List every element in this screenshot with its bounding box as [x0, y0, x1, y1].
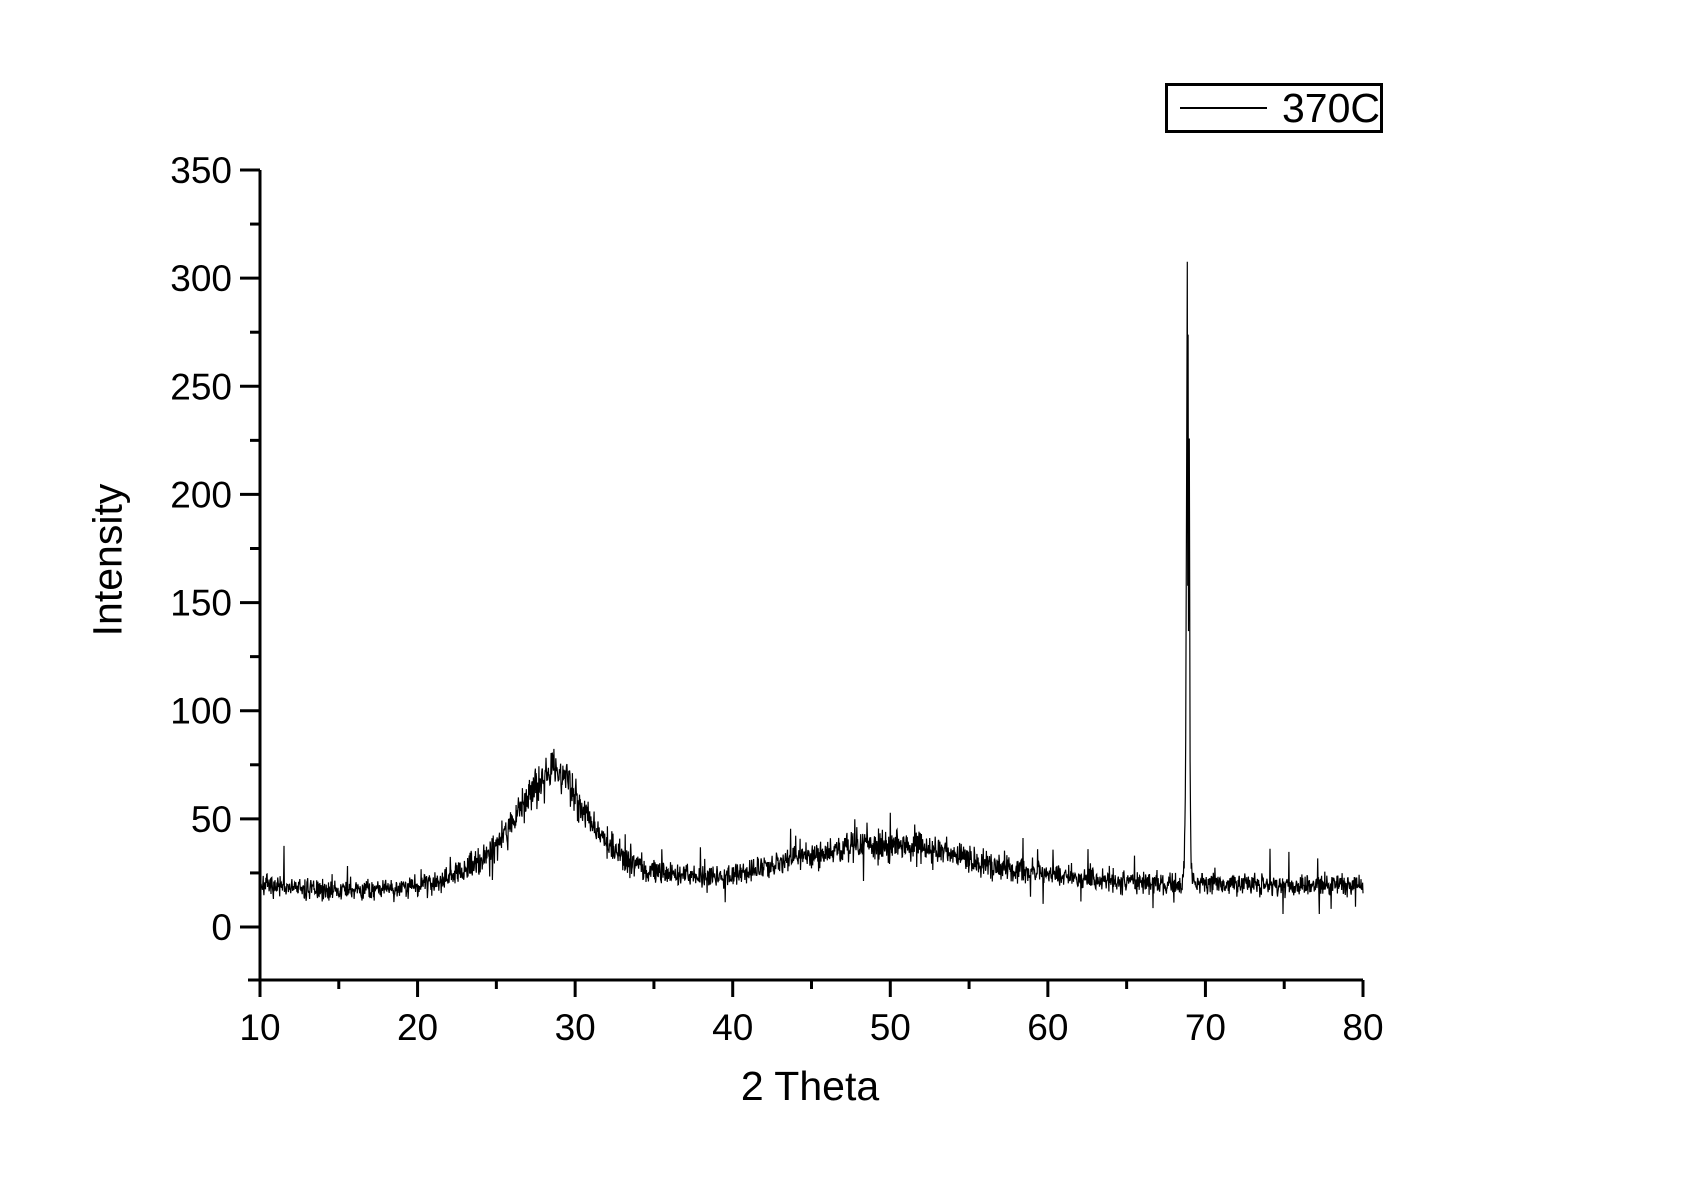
- legend-label: 370C: [1281, 84, 1380, 131]
- x-tick-label: 30: [555, 1007, 596, 1048]
- y-tick-label: 200: [170, 474, 232, 515]
- x-tick-label: 40: [712, 1007, 753, 1048]
- y-tick-label: 0: [211, 907, 232, 948]
- y-tick-label: 250: [170, 366, 232, 407]
- y-tick-label: 150: [170, 583, 232, 624]
- x-tick-label: 20: [397, 1007, 438, 1048]
- x-axis-title: 2 Theta: [740, 1063, 880, 1109]
- y-tick-label: 350: [170, 150, 232, 191]
- data-trace-370C: [259, 261, 1364, 915]
- x-tick-label: 10: [239, 1007, 280, 1048]
- legend-line-sample-icon: [1180, 107, 1267, 109]
- x-tick-label: 50: [870, 1007, 911, 1048]
- x-tick-label: 60: [1027, 1007, 1068, 1048]
- x-tick-label: 80: [1342, 1007, 1383, 1048]
- legend: 370C: [1165, 83, 1383, 133]
- y-tick-label: 100: [170, 691, 232, 732]
- y-axis-title: Intensity: [84, 483, 131, 637]
- y-tick-label: 300: [170, 258, 232, 299]
- y-tick-label: 50: [191, 799, 232, 840]
- x-tick-label: 70: [1185, 1007, 1226, 1048]
